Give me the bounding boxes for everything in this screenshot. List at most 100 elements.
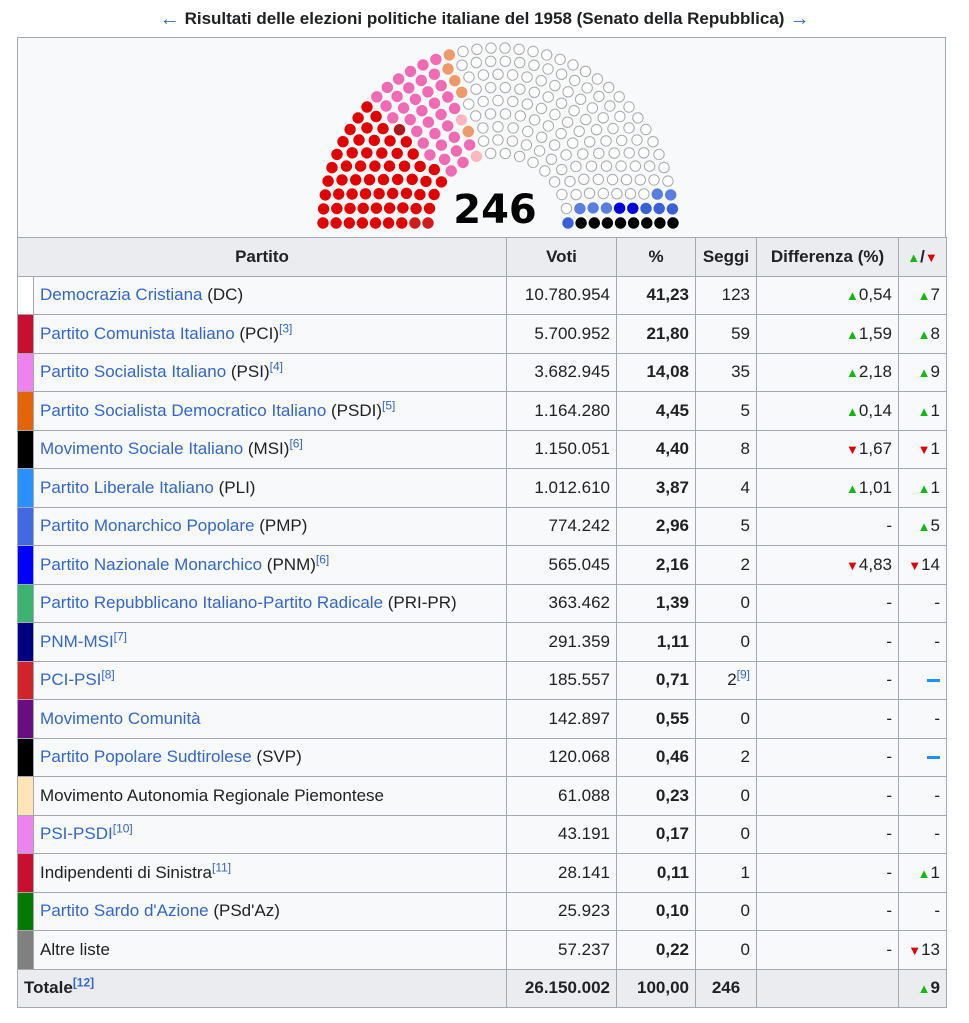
seats-cell: 0 <box>695 814 757 854</box>
party-suffix: (PMP) <box>254 516 308 536</box>
change-cell: ▼14 <box>898 545 947 585</box>
header-votes: Voti <box>506 237 617 277</box>
reference-link[interactable]: [4] <box>269 359 283 374</box>
seat-dot <box>397 202 409 214</box>
seat-dot <box>549 79 561 92</box>
seat-dot <box>381 81 393 94</box>
reference-link[interactable]: [5] <box>382 398 396 413</box>
party-color-swatch <box>17 891 34 931</box>
change-cell: - <box>898 891 947 931</box>
change-value: 1 <box>930 400 940 420</box>
seats-cell: 123 <box>695 275 757 315</box>
reference-link[interactable]: [11] <box>212 860 232 875</box>
seats-cell: 2 <box>695 545 757 585</box>
party-suffix: (PNM) <box>262 554 316 574</box>
diff-value: 0,14 <box>858 400 892 420</box>
seat-dot <box>397 102 410 114</box>
seat-dot <box>555 97 568 109</box>
up-triangle-icon: ▲ <box>846 480 859 496</box>
reference-link[interactable]: [10] <box>112 821 133 836</box>
reference-link[interactable]: [6] <box>289 436 303 451</box>
total-ref[interactable]: [12] <box>72 975 95 990</box>
seat-dot <box>333 188 345 200</box>
table-caption: ← Risultati delle elezioni politiche ita… <box>0 0 969 38</box>
diff-value: 1,01 <box>858 477 892 497</box>
seat-dot <box>377 122 389 135</box>
party-link[interactable]: Movimento Sociale Italiano <box>40 439 244 459</box>
seat-dot <box>492 134 504 146</box>
party-link[interactable]: PNM-MSI <box>40 631 114 651</box>
party-color-swatch <box>17 930 34 970</box>
party-color-swatch <box>17 275 34 315</box>
party-link[interactable]: PCI-PSI <box>40 670 102 690</box>
diff-cell: - <box>756 583 899 623</box>
seat-dot <box>317 217 329 229</box>
seat-dot <box>477 122 489 134</box>
seat-dot <box>435 139 448 151</box>
seats-cell: 5 <box>695 506 757 546</box>
diff-cell: - <box>756 506 899 546</box>
party-color-swatch <box>17 583 34 623</box>
reference-link[interactable]: [3] <box>279 321 293 336</box>
party-name-cell: Movimento Autonomia Regionale Piemontese <box>33 776 507 816</box>
reference-link[interactable]: [6] <box>315 552 330 567</box>
seat-dot <box>574 93 587 105</box>
party-link[interactable]: Partito Nazionale Monarchico <box>40 554 263 574</box>
seat-dot <box>370 202 383 214</box>
party-link[interactable]: Partito Comunista Italiano <box>40 323 235 343</box>
pct-cell: 3,87 <box>616 468 696 508</box>
next-arrow-link[interactable]: → <box>789 7 810 30</box>
party-suffix: (MSI) <box>243 439 290 459</box>
votes-cell: 185.557 <box>506 660 617 700</box>
total-label-cell: Totale[12] <box>17 968 507 1008</box>
party-link[interactable]: Partito Monarchico Popolare <box>40 516 255 536</box>
seats-value: 59 <box>731 323 750 343</box>
seat-dot <box>470 83 482 95</box>
total-row: Totale[12] 26.150.002 100,00 246 ▲9 <box>17 968 947 1008</box>
party-link[interactable]: Partito Sardo d'Azione <box>40 901 209 921</box>
seat-dot <box>477 69 490 81</box>
party-suffix: Indipendenti di Sinistra <box>40 862 213 882</box>
party-link[interactable]: Partito Popolare Sudtirolese <box>40 747 252 767</box>
seat-dot <box>590 124 603 136</box>
party-link[interactable]: Partito Repubblicano Italiano-Partito Ra… <box>40 593 384 613</box>
seat-dot <box>614 217 627 229</box>
seat-dot <box>404 113 416 126</box>
party-link[interactable]: Partito Socialista Democratico Italiano <box>40 400 327 420</box>
seats-reference-link[interactable]: [9] <box>736 667 750 682</box>
party-link[interactable]: Democrazia Cristiana <box>40 285 203 305</box>
diff-cell: - <box>756 930 899 970</box>
reference-link[interactable]: [8] <box>101 667 115 682</box>
seat-dot <box>392 173 404 186</box>
seat-dot <box>592 173 604 186</box>
party-name-cell: Altre liste <box>33 930 507 970</box>
pct-cell: 0,71 <box>616 660 696 700</box>
pct-cell: 1,39 <box>616 583 696 623</box>
change-cell: ▲8 <box>898 314 947 354</box>
seat-dot <box>593 147 605 160</box>
party-link[interactable]: Partito Socialista Italiano <box>40 362 227 382</box>
change-value: - <box>934 824 940 844</box>
diff-cell: ▲2,18 <box>756 352 899 392</box>
table-row: Indipendenti di Sinistra[11] 28.141 0,11 1-… <box>17 853 947 893</box>
party-link[interactable]: PSI-PSDI <box>40 824 113 844</box>
reference-link[interactable]: [7] <box>113 629 128 644</box>
change-cell: - <box>898 583 947 623</box>
pct-cell: 0,10 <box>616 891 696 931</box>
seat-dot <box>499 147 511 160</box>
diff-value: - <box>886 785 892 805</box>
table-row: Partito Popolare Sudtirolese (SVP) 120.06… <box>17 737 947 777</box>
total-seats: 246 <box>695 968 757 1008</box>
seat-dot <box>591 73 604 85</box>
pct-cell: 0,22 <box>616 930 696 970</box>
seat-dot <box>603 81 615 94</box>
seat-dot <box>384 135 396 147</box>
party-link[interactable]: Movimento Comunità <box>40 708 201 728</box>
party-link[interactable]: Partito Liberale Italiano <box>40 477 214 497</box>
votes-cell: 10.780.954 <box>506 275 617 315</box>
seat-dot <box>620 174 633 186</box>
seat-dot <box>435 176 448 188</box>
seat-dot <box>653 148 665 161</box>
diff-value: 1,59 <box>858 323 892 343</box>
prev-arrow-link[interactable]: ← <box>159 7 180 30</box>
